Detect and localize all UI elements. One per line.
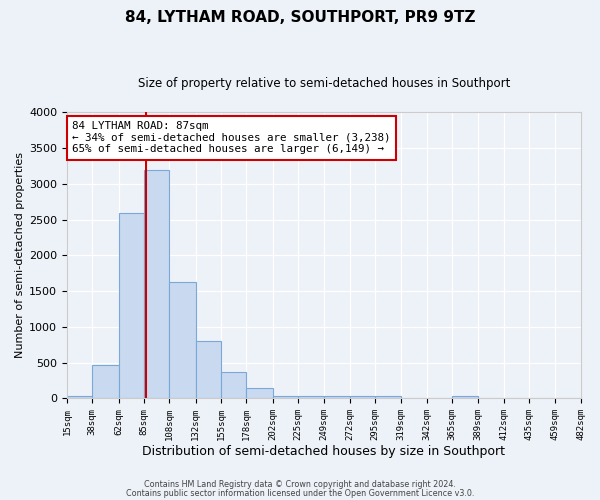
Y-axis label: Number of semi-detached properties: Number of semi-detached properties bbox=[15, 152, 25, 358]
Bar bbox=[92, 366, 119, 398]
Bar bbox=[144, 170, 169, 398]
Bar bbox=[221, 372, 246, 398]
Text: Contains HM Land Registry data © Crown copyright and database right 2024.: Contains HM Land Registry data © Crown c… bbox=[144, 480, 456, 489]
Title: Size of property relative to semi-detached houses in Southport: Size of property relative to semi-detach… bbox=[137, 78, 510, 90]
Bar bbox=[246, 388, 272, 398]
X-axis label: Distribution of semi-detached houses by size in Southport: Distribution of semi-detached houses by … bbox=[142, 444, 505, 458]
Text: 84 LYTHAM ROAD: 87sqm
← 34% of semi-detached houses are smaller (3,238)
65% of s: 84 LYTHAM ROAD: 87sqm ← 34% of semi-deta… bbox=[72, 121, 391, 154]
Bar bbox=[375, 396, 401, 398]
Bar bbox=[452, 396, 478, 398]
Text: Contains public sector information licensed under the Open Government Licence v3: Contains public sector information licen… bbox=[126, 488, 474, 498]
Bar bbox=[350, 396, 375, 398]
Bar bbox=[67, 396, 92, 398]
Bar bbox=[196, 341, 221, 398]
Bar bbox=[298, 396, 325, 398]
Bar bbox=[325, 396, 350, 398]
Bar bbox=[119, 212, 144, 398]
Bar bbox=[169, 282, 196, 399]
Text: 84, LYTHAM ROAD, SOUTHPORT, PR9 9TZ: 84, LYTHAM ROAD, SOUTHPORT, PR9 9TZ bbox=[125, 10, 475, 25]
Bar bbox=[272, 396, 298, 398]
